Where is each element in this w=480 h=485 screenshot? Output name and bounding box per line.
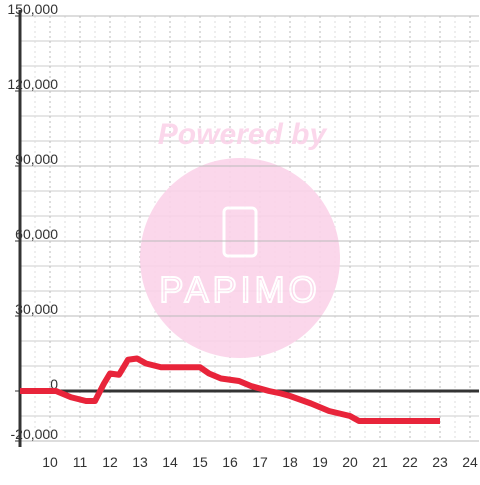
- x-tick-label: 18: [282, 454, 298, 470]
- y-tick-label: 120,000: [7, 76, 58, 92]
- watermark-circle: [140, 158, 340, 358]
- x-tick-label: 20: [342, 454, 358, 470]
- y-tick-label: 0: [50, 376, 58, 392]
- x-tick-label: 15: [192, 454, 208, 470]
- x-tick-label: 11: [73, 454, 88, 470]
- x-tick-label: 10: [42, 454, 58, 470]
- line: [20, 355, 440, 424]
- watermark-text: Powered by: [158, 118, 328, 151]
- y-tick-label: -20,000: [11, 426, 59, 442]
- watermark-logo: PAPIMO: [159, 269, 320, 310]
- x-tick-label: 12: [102, 454, 118, 470]
- x-tick-label: 19: [312, 454, 328, 470]
- x-tick-label: 14: [162, 454, 178, 470]
- y-tick-label: 60,000: [15, 226, 58, 242]
- y-tick-label: 150,000: [7, 1, 58, 17]
- y-tick-label: 90,000: [15, 151, 58, 167]
- y-tick-label: 30,000: [15, 301, 58, 317]
- x-tick-label: 16: [222, 454, 238, 470]
- x-tick-label: 22: [402, 454, 418, 470]
- x-tick-label: 17: [252, 454, 268, 470]
- x-tick-label: 24: [462, 454, 478, 470]
- x-tick-label: 23: [432, 454, 448, 470]
- x-tick-label: 13: [132, 454, 148, 470]
- watermark: Powered by PAPIMO: [140, 118, 340, 358]
- x-tick-label: 21: [372, 454, 388, 470]
- watermark-icon: [222, 206, 258, 258]
